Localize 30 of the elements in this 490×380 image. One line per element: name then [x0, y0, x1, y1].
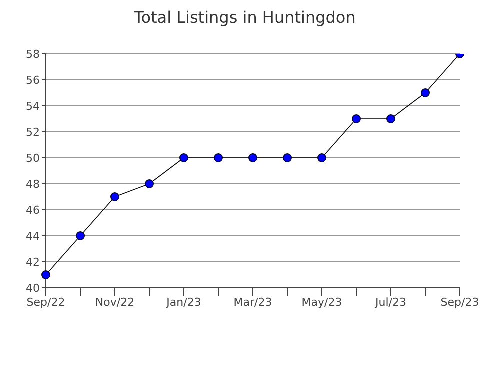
x-tick-label: Mar/23 — [234, 296, 272, 309]
y-tick-label: 58 — [26, 48, 40, 61]
y-tick-label: 48 — [26, 178, 40, 191]
x-tick-label: Jul/23 — [374, 296, 406, 309]
y-tick-label: 50 — [26, 152, 40, 165]
point — [283, 154, 292, 162]
y-tick-label: 52 — [26, 126, 40, 139]
point — [76, 232, 85, 240]
point — [42, 270, 50, 280]
y-tick-label: 44 — [26, 230, 40, 243]
chart-title: Total Listings in Huntingdon — [133, 8, 357, 29]
point — [110, 192, 120, 202]
point — [386, 114, 396, 124]
point — [318, 154, 326, 162]
y-tick-label: 42 — [26, 256, 40, 269]
point — [214, 154, 223, 162]
x-tick-label: Sep/23 — [440, 296, 480, 309]
point — [421, 88, 430, 98]
y-tick-label: 56 — [26, 74, 40, 87]
point — [248, 154, 258, 162]
y-tick-label: 40 — [26, 282, 40, 295]
y-tick-label: 46 — [26, 204, 40, 217]
point — [352, 114, 361, 124]
x-tick-label: Sep/22 — [26, 296, 66, 309]
y-tick-label: 54 — [26, 100, 40, 113]
point — [180, 154, 188, 162]
x-tick-label: May/23 — [302, 296, 342, 309]
x-tick-label: Nov/22 — [95, 296, 135, 309]
x-tick-label: Jan/23 — [166, 296, 202, 309]
point — [145, 180, 154, 188]
